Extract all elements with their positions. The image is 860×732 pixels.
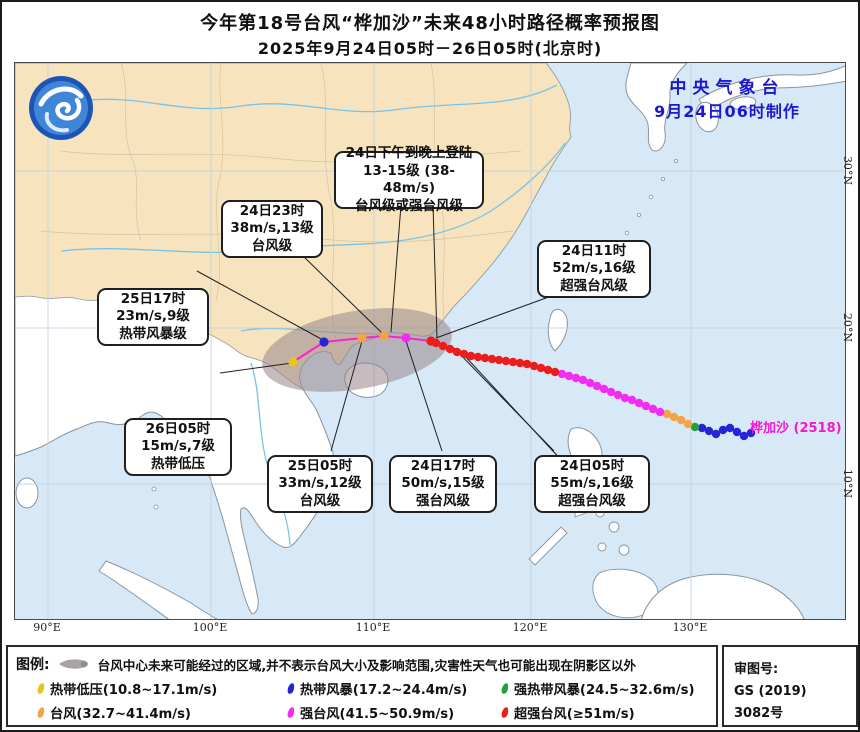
forecast-map: 中央气象台 9月24日06时制作 桦加沙 (2518) 24日下午到晚上登陆 1… — [14, 62, 846, 620]
storm-name-label: 桦加沙 (2518) — [750, 421, 842, 436]
callout-line: 13-15级 (38-48m/s) — [363, 162, 455, 197]
cone-icon — [58, 659, 88, 669]
legend-item: 热带风暴(17.2~24.4m/s) — [286, 679, 502, 698]
taiwan-island — [547, 308, 568, 352]
callout-25d05h: 25日05时 33m/s,12级 台风级 — [267, 455, 373, 513]
typhoon-symbol-icon — [286, 705, 296, 719]
borneo-island — [641, 573, 805, 619]
map-review-number: 审图号: GS (2019) 3082号 — [722, 645, 858, 727]
lon-tick-label: 100°E — [192, 621, 228, 634]
legend-item: 热带低压(10.8~17.1m/s) — [36, 679, 288, 698]
callout-line: 台风级 — [299, 492, 341, 509]
callout-line: 24日17时 — [410, 457, 476, 474]
callout-line: 55m/s,16级 — [550, 475, 634, 492]
typhoon-symbol-icon — [36, 705, 46, 719]
review-label: 审图号: — [734, 662, 779, 677]
legend-item-label: 热带风暴(17.2~24.4m/s) — [300, 682, 468, 698]
legend-item-label: 强台风(41.5~50.9m/s) — [300, 706, 455, 722]
japan-honshu — [698, 65, 845, 114]
callout-24d05h: 24日05时 55m/s,16级 超强台风级 — [534, 455, 650, 513]
callout-line: 热带低压 — [151, 455, 205, 472]
page-subtitle: 2025年9月24日05时－26日05时(北京时) — [257, 39, 603, 58]
japan-shikoku — [729, 96, 757, 110]
legend-cone-note: 台风中心未来可能经过的区域,并不表示台风大小及影响范围,灾害性天气也可能出现在阴… — [97, 657, 637, 673]
callout-24d23h: 24日23时 38m/s,13级 台风级 — [221, 200, 323, 258]
callout-line: 台风级 — [251, 237, 293, 254]
callout-line: 15m/s,7级 — [141, 438, 215, 455]
philippine-islands — [528, 500, 659, 619]
lon-tick-label: 110°E — [355, 621, 391, 634]
lat-tick-label: 20°N — [841, 312, 855, 342]
track-forecast-points — [288, 331, 436, 367]
agency-issue-time: 9月24日06时制作 — [654, 102, 800, 121]
callout-line: 24日23时 — [239, 202, 305, 219]
lon-tick-label: 90°E — [33, 621, 61, 634]
callout-line: 25日17时 — [120, 290, 186, 307]
typhoon-symbol-icon — [500, 705, 510, 719]
callout-leader-lines — [196, 204, 565, 464]
typhoon-symbol-icon — [500, 681, 510, 695]
callout-line: 52m/s,16级 — [552, 260, 636, 277]
lon-tick-label: 120°E — [512, 621, 548, 634]
callout-line: 超强台风级 — [560, 277, 628, 294]
sumatra-island — [98, 560, 218, 619]
lat-tick-label: 30°N — [841, 155, 855, 185]
callout-line: 25日05时 — [287, 457, 353, 474]
lon-tick-label: 130°E — [672, 621, 708, 634]
forecast-cone — [262, 308, 452, 392]
callout-26d05h: 26日05时 15m/s,7级 热带低压 — [124, 418, 232, 476]
callout-line: 38m/s,13级 — [230, 220, 314, 237]
legend-row: 台风(32.7~41.4m/s) 强台风(41.5~50.9m/s) 超强台风(≥5… — [16, 700, 708, 724]
agency-name: 中央气象台 — [669, 78, 785, 98]
legend-item-label: 强热带风暴(24.5~32.6m/s) — [514, 682, 695, 698]
callout-25d17h: 25日17时 23m/s,9级 热带风暴级 — [97, 288, 209, 346]
callout-24d17h: 24日17时 50m/s,15级 强台风级 — [389, 455, 497, 513]
callout-line: 24日05时 — [559, 457, 625, 474]
agency-stamp: 中央气象台 9月24日06时制作 — [613, 73, 841, 122]
callout-line: 热带风暴级 — [119, 325, 187, 342]
callout-line: 超强台风级 — [558, 492, 626, 509]
japan-kyushu — [695, 101, 719, 133]
legend-item-label: 热带低压(10.8~17.1m/s) — [50, 682, 218, 698]
track-history-points — [431, 338, 756, 441]
callout-line: 台风级或强台风级 — [355, 197, 463, 214]
lat-tick-label: 10°N — [841, 468, 855, 498]
legend-row: 热带低压(10.8~17.1m/s) 热带风暴(17.2~24.4m/s) 强热带风… — [16, 676, 708, 700]
legend-heading: 图例: — [16, 657, 50, 673]
page-title: 今年第18号台风“桦加沙”未来48小时路径概率预报图 — [200, 13, 660, 34]
callout-line: 强台风级 — [416, 492, 470, 509]
callout-24d11h: 24日11时 52m/s,16级 超强台风级 — [537, 240, 651, 298]
callout-line: 33m/s,12级 — [278, 475, 362, 492]
callout-line: 24日下午到晚上登陆 — [345, 145, 473, 161]
callout-landfall: 24日下午到晚上登陆 13-15级 (38-48m/s) 台风级或强台风级 — [334, 145, 484, 214]
callout-line: 50m/s,15级 — [401, 475, 485, 492]
legend-item-label: 台风(32.7~41.4m/s) — [50, 706, 191, 722]
legend: 图例: 台风中心未来可能经过的区域,并不表示台风大小及影响范围,灾害性天气也可能… — [6, 645, 718, 727]
cma-logo-icon — [27, 74, 95, 142]
korea-peninsula — [625, 63, 688, 152]
sri-lanka — [15, 477, 39, 509]
typhoon-symbol-icon — [36, 681, 46, 695]
legend-item: 超强台风(≥51m/s) — [500, 703, 635, 722]
legend-item-label: 超强台风(≥51m/s) — [514, 706, 635, 722]
legend-item: 强热带风暴(24.5~32.6m/s) — [500, 679, 695, 698]
legend-item: 强台风(41.5~50.9m/s) — [286, 703, 502, 722]
callout-line: 24日11时 — [561, 242, 627, 259]
legend-item: 台风(32.7~41.4m/s) — [36, 703, 288, 722]
typhoon-symbol-icon — [286, 681, 296, 695]
callout-line: 23m/s,9级 — [116, 308, 190, 325]
review-value: GS (2019) 3082号 — [734, 684, 807, 721]
callout-line: 26日05时 — [145, 420, 211, 437]
